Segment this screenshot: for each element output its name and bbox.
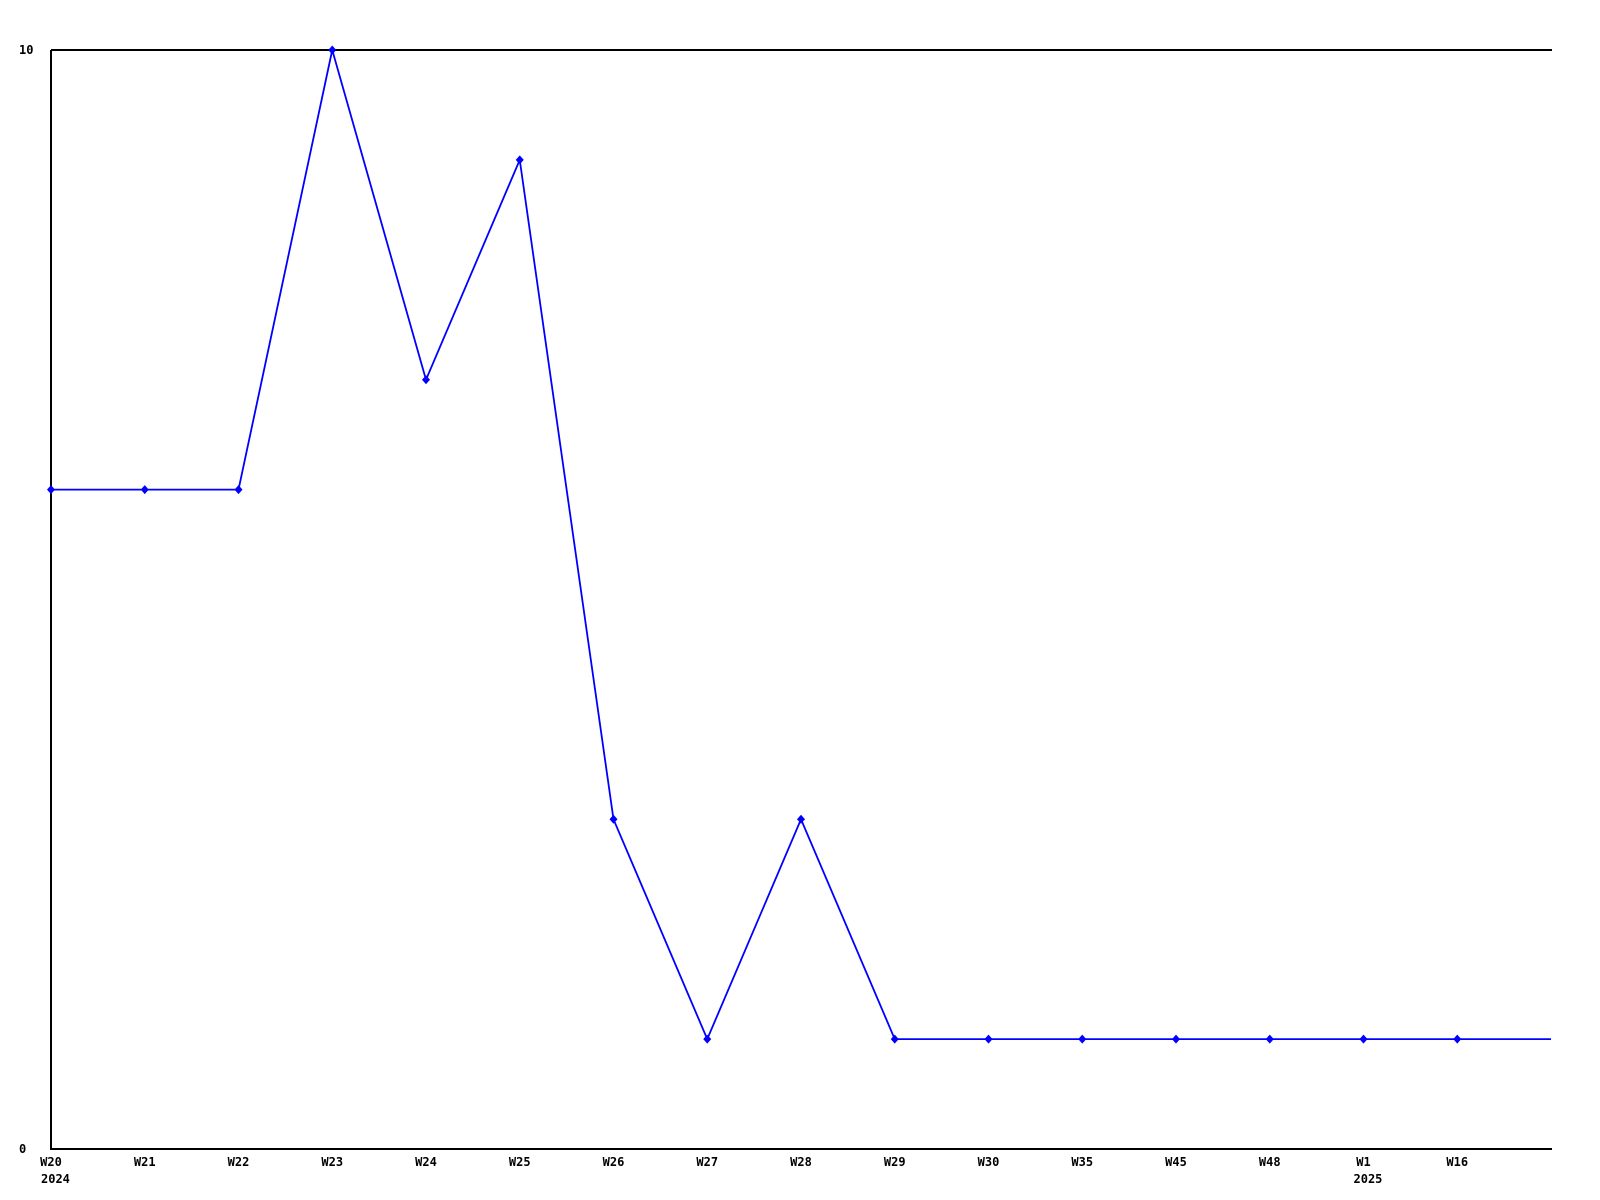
x-tick-label: W26	[603, 1155, 625, 1169]
x-tick-label: W27	[696, 1155, 718, 1169]
x-tick-label: W20	[40, 1155, 62, 1169]
data-point-marker	[797, 814, 805, 824]
data-point-marker	[234, 485, 243, 495]
data-point-marker	[140, 485, 149, 495]
data-point-marker	[47, 485, 55, 495]
data-point-marker	[328, 45, 337, 55]
year-label: 2025	[1354, 1172, 1383, 1186]
data-point-marker	[1359, 1034, 1368, 1044]
data-line	[51, 49, 1551, 1042]
data-point-marker	[422, 375, 430, 385]
data-point-marker	[1453, 1034, 1462, 1044]
x-tick-label: W1	[1356, 1155, 1370, 1169]
x-tick-label: W24	[415, 1155, 437, 1169]
y-tick-label: 0	[19, 1142, 26, 1156]
data-point-marker	[703, 1034, 712, 1044]
data-point-marker	[1172, 1034, 1180, 1044]
y-tick-label: 10	[19, 43, 33, 57]
x-tick-label: W48	[1259, 1155, 1281, 1169]
x-tick-label: W22	[228, 1155, 250, 1169]
data-point-marker	[515, 155, 524, 165]
x-tick-label: W30	[978, 1155, 1000, 1169]
data-point-marker	[609, 814, 618, 824]
x-tick-label: W29	[884, 1155, 906, 1169]
x-tick-label: W28	[790, 1155, 812, 1169]
x-tick-label: W23	[321, 1155, 343, 1169]
year-label: 2024	[41, 1172, 70, 1186]
x-tick-label: W35	[1071, 1155, 1093, 1169]
data-point-marker	[984, 1034, 993, 1044]
x-tick-label: W16	[1446, 1155, 1468, 1169]
x-tick-label: W25	[509, 1155, 531, 1169]
x-tick-label: W45	[1165, 1155, 1187, 1169]
x-tick-label: W21	[134, 1155, 156, 1169]
data-point-marker	[1265, 1034, 1274, 1044]
data-point-marker	[890, 1034, 899, 1044]
data-point-marker	[1078, 1034, 1087, 1044]
